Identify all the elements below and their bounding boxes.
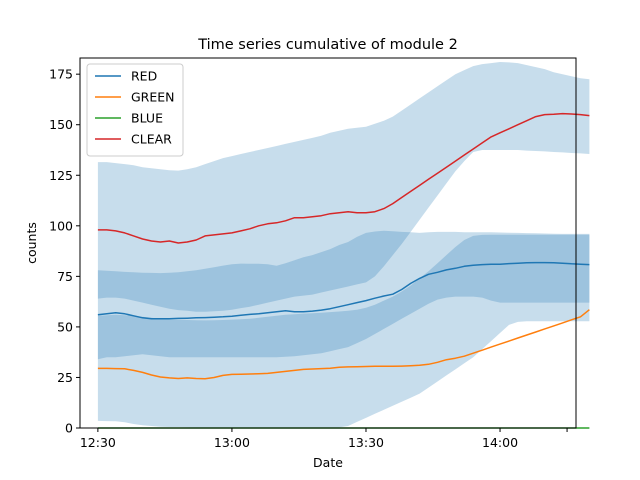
y-tick-label: 175 [49,67,73,82]
y-tick-label: 150 [49,117,73,132]
legend-label-clear: CLEAR [131,132,172,147]
plot-area-frame [79,57,577,429]
y-axis-label: counts [24,222,39,264]
y-tick-label: 75 [57,269,73,284]
series-line-green [97,309,590,380]
band-clear [97,62,590,312]
x-tick-label: 13:30 [348,435,384,450]
series-line-red [97,261,590,320]
y-axis: 0 25 50 75 100 125 150 175 [49,67,80,436]
y-tick-label: 100 [49,218,73,233]
legend-label-green: GREEN [131,90,175,105]
x-tick-label: 12:30 [80,435,116,450]
legend-box [86,63,184,157]
series-line-clear [97,112,590,244]
x-tick-label: 13:00 [214,435,250,450]
y-tick-label: 25 [57,370,73,385]
x-axis-label: Date [313,455,343,470]
chart-title: Time series cumulative of module 2 [197,37,458,53]
legend-label-blue: BLUE [131,111,163,126]
x-tick-label: 14:00 [482,435,518,450]
legend: RED GREEN BLUE CLEAR [86,63,184,157]
band-green [97,234,590,428]
legend-label-red: RED [131,69,157,84]
confidence-bands [97,62,590,428]
y-tick-label: 125 [49,168,73,183]
band-red [97,230,590,360]
y-tick-label: 50 [57,319,73,334]
x-axis: 12:30 13:00 13:30 14:00 [80,428,568,450]
y-tick-label: 0 [65,421,73,436]
